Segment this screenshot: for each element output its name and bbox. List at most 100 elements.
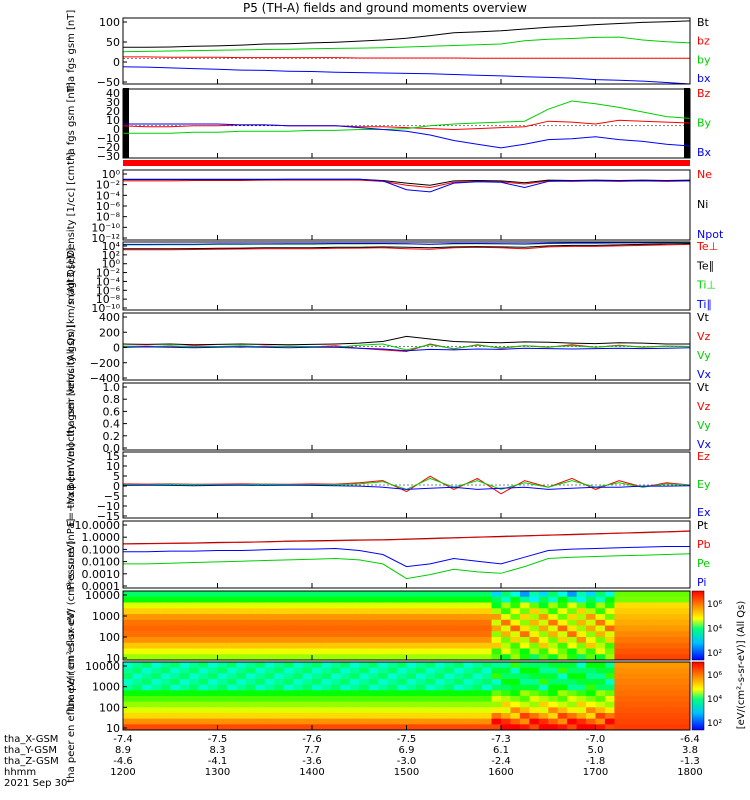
heatmap-cell: [406, 696, 417, 703]
heatmap-cell: [538, 684, 549, 691]
heatmap-cell: [170, 696, 181, 703]
heatmap-cell: [576, 637, 587, 644]
heatmap-cell: [330, 667, 341, 674]
heatmap-cell: [538, 701, 549, 708]
heatmap-cell: [368, 591, 379, 598]
heatmap-cell: [170, 701, 181, 708]
heatmap-cell: [510, 679, 521, 686]
heatmap-cell: [387, 701, 398, 708]
heatmap-cell: [312, 591, 322, 598]
heatmap-cell: [425, 614, 436, 621]
y-tick-label: 10²: [102, 249, 120, 262]
heatmap-cell: [576, 701, 587, 708]
heatmap-cell: [123, 679, 133, 686]
y-tick-label: 0: [113, 56, 120, 69]
legend-Vx: Vx: [697, 368, 712, 381]
heatmap-cell: [633, 724, 644, 731]
heatmap-cell: [661, 642, 672, 649]
heatmap-cell: [151, 602, 162, 609]
x-row-label: tha_Z-GSM: [4, 756, 59, 767]
heatmap-cell: [321, 602, 332, 609]
heatmap-cell: [614, 701, 625, 708]
y-tick-label: 0.4: [103, 418, 121, 431]
heatmap-cell: [415, 701, 426, 708]
heatmap-cell: [349, 648, 360, 655]
heatmap-cell: [671, 690, 682, 697]
heatmap-cell: [340, 602, 351, 609]
y-tick-label: 10⁻¹⁰: [91, 302, 120, 315]
heatmap-cell: [482, 614, 493, 621]
heatmap-cell: [680, 642, 691, 649]
heatmap-cell: [642, 648, 653, 655]
heatmap-cell: [472, 619, 483, 626]
heatmap-cell: [378, 614, 389, 621]
heatmap-cell: [529, 654, 540, 661]
y-tick-label: −10: [97, 500, 120, 513]
heatmap-cell: [245, 696, 256, 703]
heatmap-cell: [170, 724, 181, 731]
heatmap-cell: [680, 724, 691, 731]
heatmap-cell: [633, 591, 644, 598]
heatmap-cell: [453, 724, 464, 731]
legend-Pi: Pi: [697, 576, 706, 589]
heatmap-cell: [368, 602, 379, 609]
heatmap-cell: [208, 596, 218, 603]
heatmap-cell: [349, 619, 360, 626]
y-tick-label: 10: [106, 652, 120, 665]
heatmap-cell: [397, 718, 407, 725]
heatmap-cell: [463, 718, 474, 725]
heatmap-cell: [576, 642, 587, 649]
heatmap-cell: [330, 713, 341, 720]
heatmap-cell: [567, 637, 578, 644]
legend-Vz: Vz: [697, 400, 711, 413]
heatmap-cell: [160, 648, 171, 655]
heatmap-cell: [368, 679, 379, 686]
heatmap-cell: [170, 614, 181, 621]
heatmap-cell: [123, 596, 133, 603]
y-tick-label: 10⁻⁶: [96, 200, 121, 213]
heatmap-cell: [340, 673, 351, 680]
legend-Ni: Ni: [697, 198, 708, 211]
heatmap-cell: [198, 608, 209, 615]
heatmap-cell: [349, 662, 360, 669]
heatmap-cell: [397, 625, 407, 632]
heatmap-cell: [510, 707, 521, 714]
heatmap-cell: [614, 596, 625, 603]
heatmap-cell: [425, 707, 436, 714]
heatmap-cell: [397, 673, 407, 680]
heatmap-cell: [491, 696, 502, 703]
heatmap-cell: [529, 596, 540, 603]
heatmap-cell: [330, 596, 341, 603]
heatmap-cell: [245, 662, 256, 669]
heatmap-cell: [179, 673, 190, 680]
heatmap-cell: [482, 713, 493, 720]
heatmap-cell: [189, 690, 200, 697]
heatmap-cell: [491, 690, 502, 697]
heatmap-cell: [359, 662, 370, 669]
x-row-value: -7.0: [586, 734, 606, 745]
heatmap-cell: [312, 718, 322, 725]
heatmap-cell: [463, 707, 474, 714]
heatmap-cell: [217, 713, 228, 720]
heatmap-cell: [671, 631, 682, 638]
heatmap-cell: [501, 696, 511, 703]
heatmap-cell: [264, 713, 275, 720]
heatmap-cell: [245, 619, 256, 626]
heatmap-cell: [141, 619, 152, 626]
heatmap-cell: [567, 654, 578, 661]
heatmap-cell: [538, 614, 549, 621]
heatmap-cell: [359, 608, 370, 615]
heatmap-cell: [132, 690, 143, 697]
heatmap-cell: [189, 596, 200, 603]
heatmap-cell: [463, 713, 474, 720]
heatmap-cell: [245, 637, 256, 644]
heatmap-cell: [132, 602, 143, 609]
heatmap-cell: [652, 631, 663, 638]
heatmap-cell: [330, 724, 341, 731]
heatmap-cell: [283, 707, 294, 714]
heatmap-cell: [491, 662, 502, 669]
heatmap-cell: [557, 591, 568, 598]
heatmap-cell: [548, 631, 559, 638]
heatmap-cell: [623, 614, 634, 621]
